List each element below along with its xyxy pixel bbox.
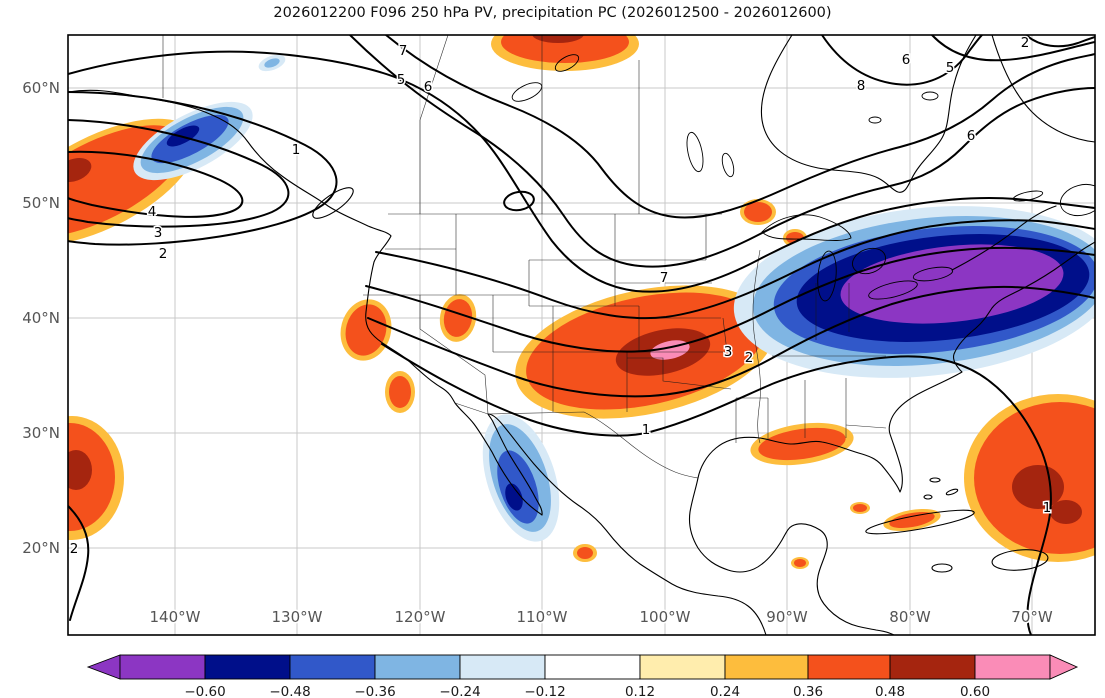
lon-tick-label: 100°W bbox=[640, 608, 691, 626]
contour-label: 1 bbox=[292, 142, 301, 158]
lat-tick-label: 40°N bbox=[22, 309, 60, 327]
colorbar-band bbox=[890, 655, 975, 679]
shading-positive-top-center bbox=[491, 17, 639, 71]
latitude-tick-labels: 60°N 50°N 40°N 30°N 20°N bbox=[22, 79, 60, 557]
colorbar-band bbox=[290, 655, 375, 679]
colorbar-band bbox=[375, 655, 460, 679]
contour-label: 3 bbox=[724, 344, 733, 360]
contour-label: 5 bbox=[946, 60, 955, 76]
contour-label: 4 bbox=[148, 204, 157, 220]
colorbar-left-arrow bbox=[88, 655, 120, 679]
contour-label: 2 bbox=[1021, 35, 1030, 51]
contour-label: 1 bbox=[642, 422, 651, 438]
contour-label: 3 bbox=[154, 225, 163, 241]
colorbar-tick-label: −0.24 bbox=[439, 684, 480, 698]
colorbar-tick-label: −0.36 bbox=[354, 684, 395, 698]
colorbar-band bbox=[545, 655, 640, 679]
colorbar-tick-label: 0.48 bbox=[875, 684, 905, 698]
colorbar-right-arrow bbox=[1050, 655, 1077, 679]
contour-label: 5 bbox=[397, 72, 406, 88]
colorbar-tick-label: 0.60 bbox=[960, 684, 990, 698]
lon-tick-label: 140°W bbox=[150, 608, 201, 626]
contour-label: 6 bbox=[902, 52, 911, 68]
contour-label: 1 bbox=[1043, 500, 1052, 516]
lat-tick-label: 30°N bbox=[22, 424, 60, 442]
contour-label: 2 bbox=[745, 350, 754, 366]
colorbar-band bbox=[460, 655, 545, 679]
contour-label: 6 bbox=[424, 79, 433, 95]
longitude-tick-labels: 140°W 130°W 120°W 110°W 100°W 90°W 80°W 70°W bbox=[150, 608, 1053, 626]
shading-negative-baja bbox=[468, 405, 573, 552]
shading-positive-atlantic bbox=[964, 394, 1105, 562]
chart-title: 2026012200 F096 250 hPa PV, precipitatio… bbox=[0, 5, 1105, 21]
lat-tick-label: 50°N bbox=[22, 194, 60, 212]
lon-tick-label: 80°W bbox=[889, 608, 931, 626]
colorbar-band bbox=[725, 655, 808, 679]
colorbar-band bbox=[120, 655, 205, 679]
contour-label: 2 bbox=[159, 246, 168, 262]
contour-label: 2 bbox=[70, 541, 79, 557]
colorbar-band bbox=[640, 655, 725, 679]
contour-label: 7 bbox=[660, 270, 669, 286]
colorbar-tick-label: −0.60 bbox=[184, 684, 225, 698]
lon-tick-label: 110°W bbox=[517, 608, 568, 626]
colorbar-band bbox=[975, 655, 1050, 679]
colorbar-tick-label: −0.48 bbox=[269, 684, 310, 698]
colorbar-tick-label: 0.36 bbox=[793, 684, 823, 698]
shading-positive-caribbean bbox=[573, 502, 942, 569]
lon-tick-label: 70°W bbox=[1011, 608, 1053, 626]
colorbar-tick-label: 0.12 bbox=[625, 684, 655, 698]
map-canvas: 756143227132686521 60°N50°N40°N30°N20°N … bbox=[0, 0, 1105, 698]
lat-tick-label: 20°N bbox=[22, 539, 60, 557]
lon-tick-label: 130°W bbox=[272, 608, 323, 626]
colorbar-band bbox=[205, 655, 290, 679]
colorbar: −0.60 −0.48 −0.36 −0.24 −0.12 0.12 0.24 0.36 0.4… bbox=[88, 655, 1077, 698]
lon-tick-label: 120°W bbox=[395, 608, 446, 626]
lon-tick-label: 90°W bbox=[766, 608, 808, 626]
contour-label: 8 bbox=[857, 78, 866, 94]
colorbar-tick-label: 0.24 bbox=[710, 684, 740, 698]
weather-chart-figure: 2026012200 F096 250 hPa PV, precipitatio… bbox=[0, 0, 1105, 698]
shading-positive-california bbox=[334, 291, 480, 413]
contour-label: 6 bbox=[967, 128, 976, 144]
colorbar-band bbox=[808, 655, 890, 679]
contour-label: 7 bbox=[399, 43, 408, 59]
colorbar-tick-label: −0.12 bbox=[524, 684, 565, 698]
shading-positive-gulf-coast bbox=[748, 417, 857, 471]
lat-tick-label: 60°N bbox=[22, 79, 60, 97]
